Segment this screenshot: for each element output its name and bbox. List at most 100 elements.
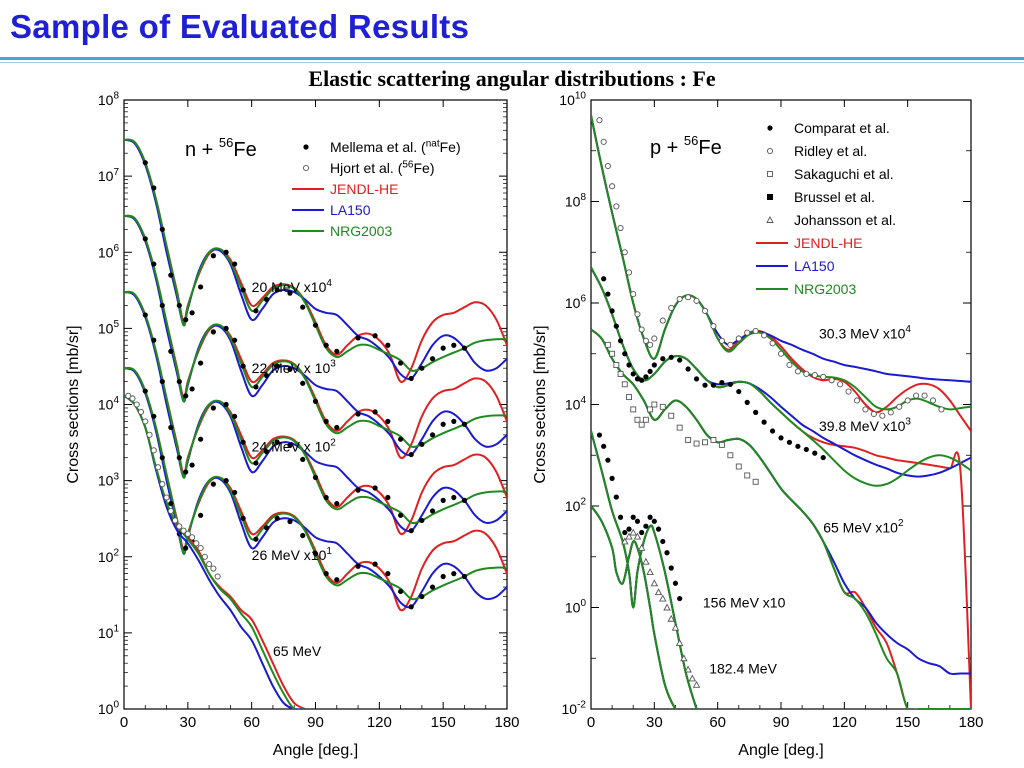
data-point	[198, 360, 204, 366]
data-point	[133, 401, 140, 408]
y-tick-label: 104	[98, 395, 120, 412]
data-point	[129, 395, 136, 402]
data-point	[159, 455, 165, 461]
y-tick-label: 105	[98, 319, 120, 336]
data-point	[385, 494, 391, 501]
data-point	[398, 436, 404, 442]
data-point	[142, 418, 149, 425]
data-point	[300, 532, 306, 539]
y-tick-label: 101	[98, 624, 120, 641]
data-point	[142, 236, 148, 242]
data-point	[312, 474, 319, 481]
data-point	[440, 573, 446, 580]
data-point	[440, 421, 446, 427]
data-point	[183, 393, 189, 399]
data-point	[189, 534, 196, 541]
data-point	[429, 432, 436, 438]
data-point	[274, 515, 280, 521]
data-point	[198, 436, 204, 442]
data-point	[151, 413, 157, 419]
data-point	[232, 489, 238, 496]
data-point	[142, 388, 148, 394]
data-point	[159, 378, 165, 385]
legend-label: JENDL-HE	[330, 181, 398, 197]
data-point	[312, 322, 319, 328]
nrg2003-curve	[124, 394, 305, 709]
data-point	[240, 439, 246, 445]
data-point	[429, 508, 436, 514]
data-point	[461, 497, 468, 503]
data-point	[151, 261, 157, 267]
data-point	[287, 518, 293, 525]
data-point	[419, 517, 425, 524]
data-point	[334, 500, 340, 507]
data-point	[312, 550, 319, 557]
data-point	[232, 413, 238, 419]
data-point	[334, 577, 340, 583]
legend-label: LA150	[330, 202, 371, 218]
data-point	[159, 226, 165, 232]
data-point	[263, 296, 270, 303]
data-point	[232, 261, 238, 267]
y-tick-label: 107	[98, 167, 120, 184]
title-rule	[0, 57, 1024, 60]
data-point	[142, 312, 148, 318]
data-point	[263, 449, 270, 455]
y-tick-label: 102	[98, 547, 120, 564]
legend-marker	[302, 164, 310, 172]
energy-label: 20 MeV x104	[252, 278, 333, 295]
nrg2003-curve	[124, 138, 507, 372]
data-point	[150, 447, 157, 454]
data-point	[142, 160, 148, 166]
data-point	[355, 563, 361, 569]
data-point	[189, 462, 195, 468]
data-point	[408, 604, 414, 610]
data-point	[176, 523, 183, 530]
data-point	[172, 517, 179, 524]
data-point	[372, 409, 378, 415]
data-point	[168, 500, 174, 507]
energy-label: 26 MeV x101	[252, 546, 333, 563]
plot-frame	[123, 99, 508, 710]
data-point	[168, 424, 174, 431]
dataset-group	[124, 392, 306, 709]
nrg2003-curve	[124, 367, 507, 601]
x-tick-label: 150	[431, 714, 456, 731]
data-point	[159, 481, 166, 488]
slide-title: Sample of Evaluated Results	[10, 8, 470, 45]
data-point	[210, 565, 217, 572]
data-point	[198, 512, 204, 518]
data-point	[125, 392, 132, 399]
data-point	[154, 464, 162, 471]
jendl-curve	[124, 138, 507, 383]
data-point	[223, 401, 229, 408]
data-point	[167, 507, 174, 514]
x-tick-label: 30	[179, 714, 196, 731]
data-point	[372, 333, 378, 339]
data-point	[183, 545, 189, 551]
title-rule-secondary	[0, 62, 1024, 63]
data-point	[398, 512, 404, 518]
data-point	[176, 378, 182, 385]
data-point	[300, 456, 306, 463]
data-point	[372, 561, 378, 567]
plot-area	[124, 138, 507, 709]
data-point	[263, 372, 270, 379]
data-point	[300, 380, 306, 386]
data-point	[287, 442, 293, 449]
legend-label: Mellema et al. (natFe)	[330, 138, 461, 155]
data-point	[451, 342, 457, 348]
data-point	[183, 469, 189, 475]
data-point	[189, 310, 195, 316]
data-point	[232, 337, 238, 343]
data-point	[274, 287, 280, 293]
data-point	[419, 365, 425, 371]
data-point	[419, 441, 425, 447]
data-point	[253, 460, 259, 466]
nrg2003-curve	[124, 214, 507, 448]
x-tick-label: 0	[120, 714, 128, 731]
energy-label: 65 MeV	[273, 643, 322, 659]
data-point	[180, 527, 187, 534]
data-point	[408, 528, 414, 534]
